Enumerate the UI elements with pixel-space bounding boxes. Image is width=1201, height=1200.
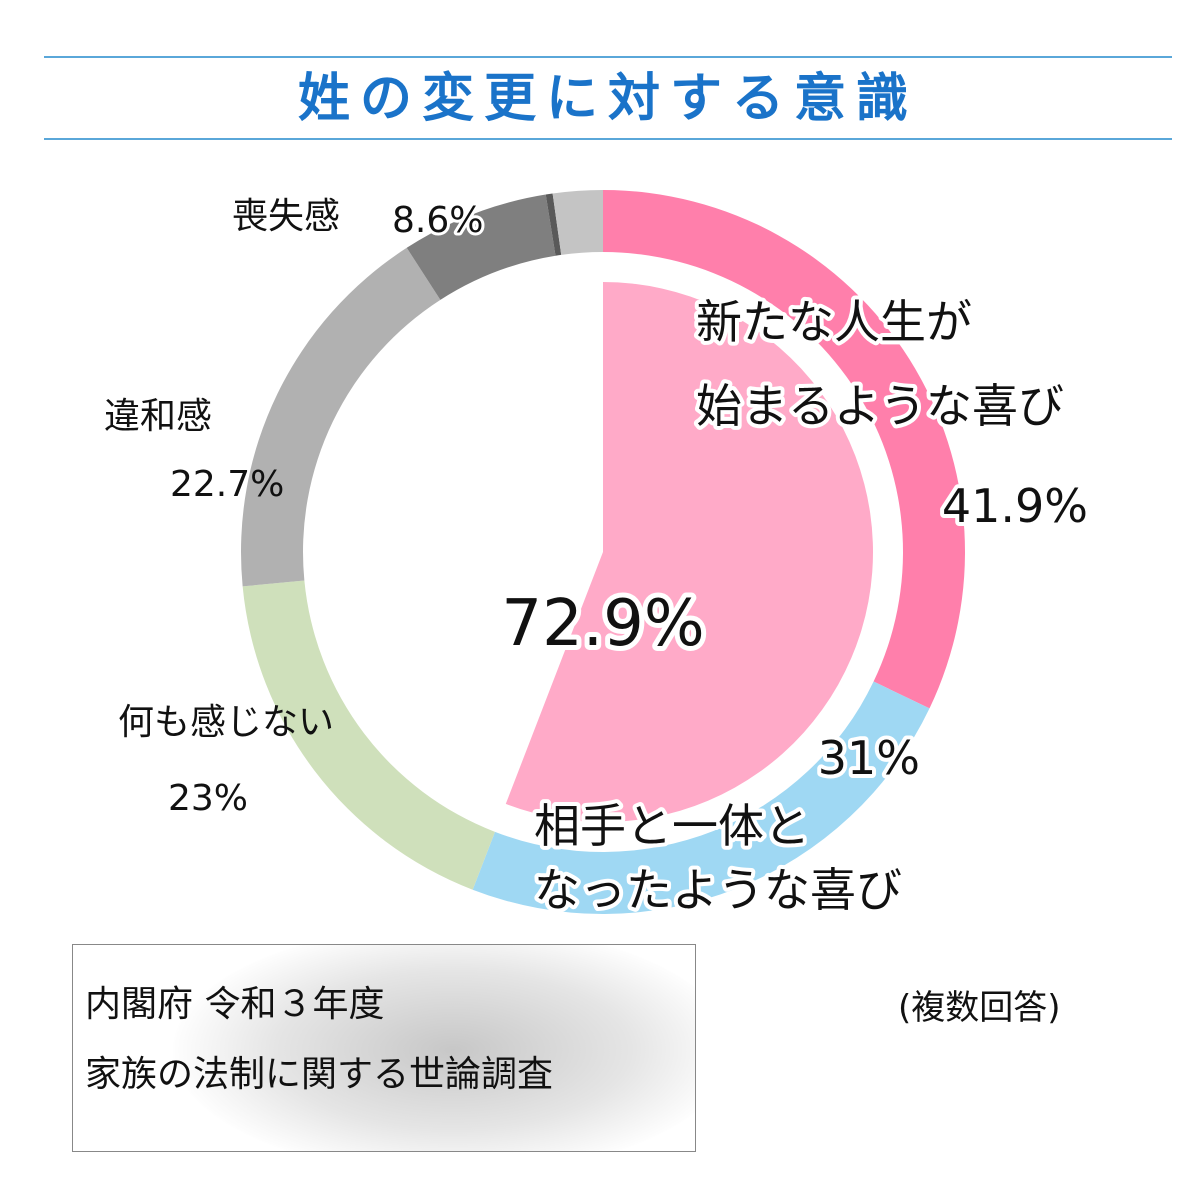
value-new-life: 41.9% <box>942 479 1088 533</box>
label-new-life-line2: 始まるような喜び <box>696 379 1064 433</box>
multiple-answer-note: (複数回答) <box>898 988 1061 1028</box>
label-unity-line1: 相手と一体と <box>534 799 810 853</box>
source-box: 内閣府 令和３年度 家族の法制に関する世論調査 <box>72 944 696 1152</box>
source-line-2: 家族の法制に関する世論調査 <box>85 1054 554 1095</box>
label-nothing: 何も感じない <box>118 702 334 743</box>
inner-pie <box>505 282 873 822</box>
ring-segment-3 <box>241 247 441 587</box>
chart-title: 姓の変更に対する意識 <box>297 69 918 129</box>
ring-segment-6 <box>552 190 603 255</box>
value-unity: 31% <box>818 731 920 785</box>
positive-total-label: 72.9% <box>501 587 704 661</box>
source-box-texture <box>173 945 695 1151</box>
value-nothing: 23% <box>168 778 248 819</box>
ring-segment-5 <box>545 193 562 256</box>
value-loss: 8.6% <box>392 200 483 241</box>
label-discomfort: 違和感 <box>104 396 212 437</box>
inner-slice-positive <box>505 282 873 822</box>
value-discomfort: 22.7% <box>170 464 284 505</box>
ring-segment-0 <box>603 190 965 709</box>
source-line-1: 内閣府 令和３年度 <box>85 984 385 1025</box>
ring-segment-4 <box>406 194 556 300</box>
label-new-life-line1: 新たな人生が <box>696 295 972 349</box>
outer-ring <box>241 190 965 914</box>
label-loss: 喪失感 <box>232 196 340 237</box>
ring-segment-1 <box>472 681 930 914</box>
label-unity-line2: なったような喜び <box>534 863 902 917</box>
title-banner: 姓の変更に対する意識 <box>44 56 1172 140</box>
ring-segment-2 <box>242 580 495 890</box>
